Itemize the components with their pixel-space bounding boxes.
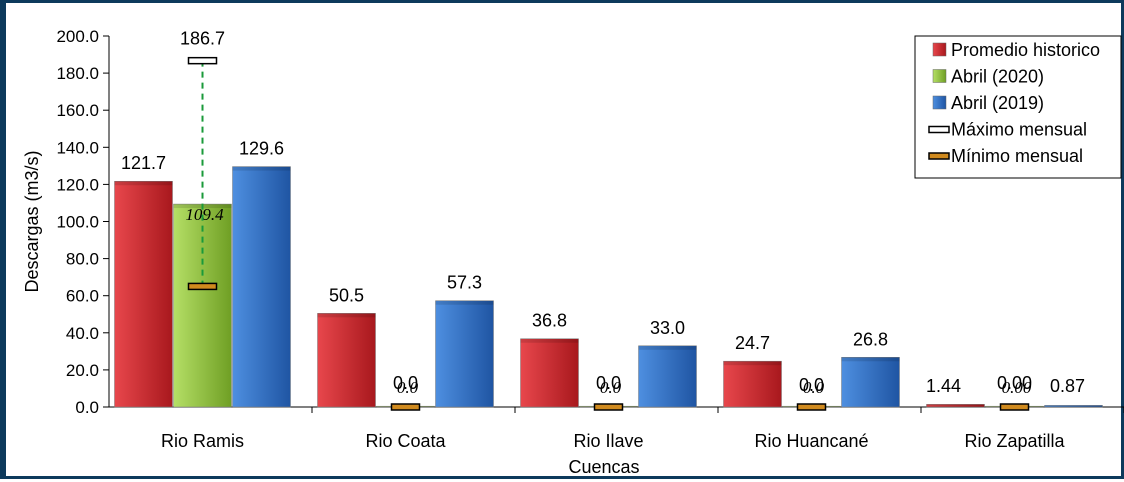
- max-marker: [187, 56, 218, 65]
- y-tick-label: 100.0: [56, 213, 99, 232]
- min-label: 0.00: [997, 373, 1032, 393]
- bar-promedio: [520, 338, 579, 408]
- bar-top-shade: [520, 338, 579, 343]
- bar-abril-2019: [841, 357, 900, 408]
- min-marker: [999, 403, 1030, 411]
- y-tick-label: 80.0: [66, 250, 99, 269]
- discharge-bar-chart: 0.0 20.0 40.0 60.0 80.0 100.0 120.0 140.0 160.0 1…: [22, 27, 1124, 477]
- legend-entry: Abril (2020): [951, 67, 1044, 87]
- bar-abril-2019: [1044, 405, 1103, 408]
- max-label: 186.7: [180, 29, 225, 49]
- min-marker: [187, 282, 218, 291]
- min-marker: [796, 403, 827, 411]
- bar-top-shade: [926, 404, 985, 407]
- x-category-label: Rio Ramis: [161, 431, 244, 451]
- data-label-abril-2019: 26.8: [853, 329, 888, 349]
- min-label: 0.0: [393, 373, 418, 393]
- bar-promedio: [114, 180, 173, 408]
- bar-abril-2019: [638, 345, 697, 408]
- bar-promedio: [723, 360, 782, 408]
- data-label-abril-2020: 0.0: [803, 378, 825, 397]
- bar-abril-2019: [435, 300, 494, 408]
- x-category-label: Rio Ilave: [573, 431, 643, 451]
- y-axis-title: Descargas (m3/s): [22, 150, 42, 292]
- bar-promedio: [926, 404, 985, 408]
- bar-promedio: [317, 313, 376, 408]
- bar-abril-2019: [232, 166, 291, 408]
- bar-top-shade: [841, 357, 900, 362]
- bar-top-shade: [723, 361, 782, 366]
- data-label-abril-2019: 33.0: [650, 318, 685, 338]
- y-tick-label: 200.0: [56, 27, 99, 46]
- y-tick-label: 40.0: [66, 324, 99, 343]
- bar-top-shade: [114, 181, 173, 186]
- min-label: 0.0: [596, 373, 621, 393]
- y-tick-label: 20.0: [66, 361, 99, 380]
- legend-swatch: [932, 42, 947, 57]
- legend-entry: Abril (2019): [951, 93, 1044, 113]
- data-label-promedio: 1.44: [926, 376, 961, 396]
- data-label-promedio: 50.5: [329, 285, 364, 305]
- y-tick-label: 160.0: [56, 101, 99, 120]
- min-marker: [390, 403, 421, 411]
- data-label-abril-2020: 0.0: [600, 378, 622, 397]
- y-tick-label: 140.0: [56, 138, 99, 157]
- legend-marker: [928, 125, 950, 134]
- data-label-promedio: 24.7: [735, 333, 770, 353]
- bar-top-shade: [232, 166, 291, 171]
- data-label-abril-2020: 0.00: [1002, 378, 1032, 397]
- bar-top-shade: [435, 300, 494, 305]
- bar-abril-2020: [173, 203, 232, 408]
- data-label-promedio: 36.8: [532, 311, 567, 331]
- legend-entry: Máximo mensual: [951, 120, 1087, 140]
- data-label-abril-2019: 57.3: [447, 273, 482, 293]
- x-category-label: Rio Huancané: [754, 431, 868, 451]
- bar-top-shade: [317, 313, 376, 318]
- legend-swatch: [932, 95, 947, 110]
- data-label-abril-2020: 0.0: [397, 378, 419, 397]
- bar-top-shade: [638, 345, 697, 350]
- x-category-label: Rio Zapatilla: [964, 431, 1065, 451]
- legend-swatch: [932, 69, 947, 83]
- min-marker: [593, 403, 624, 411]
- data-label-promedio: 121.7: [121, 153, 166, 173]
- legend-entry: Mínimo mensual: [951, 146, 1083, 166]
- min-label: 0.0: [799, 375, 824, 395]
- x-category-label: Rio Coata: [365, 431, 446, 451]
- data-label-abril-2019: 0.87: [1050, 376, 1085, 396]
- y-tick-label: 120.0: [56, 175, 99, 194]
- y-tick-label: 180.0: [56, 64, 99, 83]
- y-tick-label: 60.0: [66, 287, 99, 306]
- data-label-abril-2020: 109.4: [185, 205, 224, 224]
- y-tick-label: 0.0: [75, 398, 99, 417]
- data-label-abril-2019: 129.6: [239, 139, 284, 159]
- x-axis-title: Cuencas: [568, 457, 639, 477]
- legend-entry: Promedio historico: [951, 40, 1100, 60]
- bar-top-shade: [1044, 405, 1103, 407]
- legend-marker: [928, 152, 950, 160]
